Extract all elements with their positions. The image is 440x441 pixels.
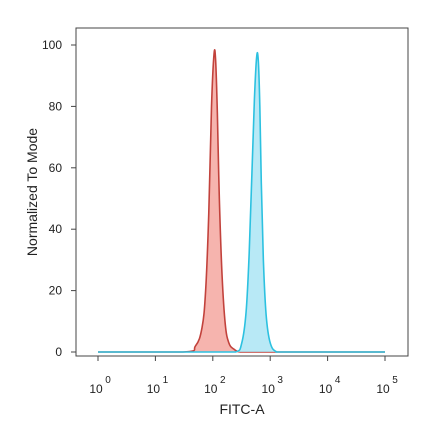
y-tick-layer: 0 20 40 60 80 100 — [42, 38, 76, 359]
x-tick-label: 10 — [376, 382, 390, 396]
y-tick-label: 100 — [42, 38, 62, 52]
x-tick-label: 10 — [147, 382, 161, 396]
x-tick-exponent: 5 — [392, 375, 398, 386]
y-axis-label: Normalized To Mode — [24, 128, 40, 256]
y-tick-label: 0 — [55, 345, 62, 359]
x-tick-exponent: 0 — [105, 375, 111, 386]
x-tick-label: 10 — [319, 382, 333, 396]
x-tick-exponent: 1 — [163, 375, 169, 386]
y-tick-label: 40 — [49, 222, 63, 236]
y-tick-label: 20 — [49, 284, 63, 298]
x-tick-exponent: 2 — [220, 375, 226, 386]
x-tick-label: 10 — [89, 382, 103, 396]
y-tick-label: 80 — [49, 99, 63, 113]
plot-frame — [75, 27, 409, 357]
x-tick-exponent: 4 — [335, 375, 341, 386]
series-layer — [97, 48, 385, 353]
x-tick-exponent: 3 — [277, 375, 283, 386]
y-tick-label: 60 — [49, 161, 63, 175]
x-axis-label: FITC-A — [219, 401, 265, 417]
x-tick-label: 10 — [204, 382, 218, 396]
x-tick-label: 10 — [262, 382, 276, 396]
series-2-line — [97, 51, 385, 353]
